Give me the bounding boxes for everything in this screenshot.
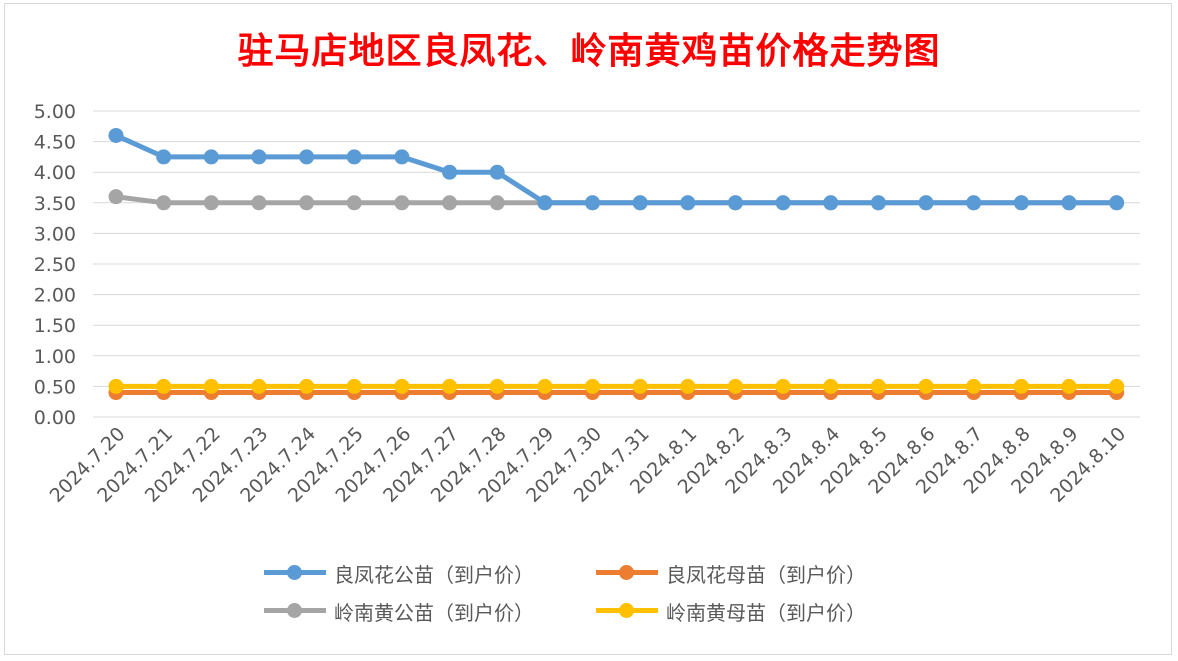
y-tick-label: 5.00 bbox=[34, 101, 76, 123]
data-point bbox=[870, 195, 886, 211]
data-point bbox=[489, 195, 505, 211]
y-tick-label: 1.50 bbox=[34, 315, 76, 337]
y-axis-tick-labels: 0.00 0.50 1.00 1.50 2.00 2.50 3.00 3.50 4.00 4.50… bbox=[34, 101, 76, 429]
data-point bbox=[394, 378, 410, 394]
legend: 良凤花公苗（到户价） 良凤花母苗（到户价） 岭南黄公苗（到户价） 岭南黄母苗（到户价） bbox=[262, 558, 934, 626]
data-point bbox=[1109, 195, 1125, 211]
data-point bbox=[775, 195, 791, 211]
data-point bbox=[537, 195, 553, 211]
data-point bbox=[156, 195, 172, 211]
legend-label: 良凤花母苗（到户价） bbox=[666, 562, 866, 587]
data-point bbox=[1061, 195, 1077, 211]
legend-swatch bbox=[262, 596, 328, 626]
legend-item: 岭南黄母苗（到户价） bbox=[594, 596, 934, 626]
y-tick-label: 4.00 bbox=[34, 162, 76, 184]
data-point bbox=[299, 378, 315, 394]
data-point bbox=[346, 378, 362, 394]
y-tick-label: 4.50 bbox=[34, 132, 76, 154]
data-point bbox=[680, 378, 696, 394]
x-axis-tick-labels: 2024.7.202024.7.212024.7.222024.7.232024… bbox=[46, 423, 1131, 507]
y-tick-label: 2.00 bbox=[34, 285, 76, 307]
data-point bbox=[251, 378, 267, 394]
series-line bbox=[113, 132, 1120, 206]
data-point bbox=[156, 378, 172, 394]
data-point bbox=[203, 378, 219, 394]
data-point bbox=[1109, 378, 1125, 394]
data-point bbox=[108, 378, 124, 394]
y-tick-label: 0.00 bbox=[34, 407, 76, 429]
data-point bbox=[727, 195, 743, 211]
y-tick-label: 3.50 bbox=[34, 193, 76, 215]
data-point bbox=[537, 378, 553, 394]
data-point bbox=[1013, 195, 1029, 211]
data-point bbox=[775, 378, 791, 394]
data-point bbox=[918, 378, 934, 394]
data-point bbox=[870, 378, 886, 394]
data-point bbox=[108, 189, 124, 205]
series-lines bbox=[108, 127, 1125, 401]
legend-item: 良凤花公苗（到户价） bbox=[262, 558, 594, 588]
legend-swatch bbox=[262, 558, 328, 588]
data-point bbox=[823, 378, 839, 394]
data-point bbox=[346, 149, 362, 165]
legend-item: 良凤花母苗（到户价） bbox=[594, 558, 934, 588]
y-tick-label: 0.50 bbox=[34, 376, 76, 398]
data-point bbox=[966, 378, 982, 394]
legend-swatch bbox=[594, 558, 660, 588]
data-point bbox=[442, 378, 458, 394]
data-point bbox=[442, 195, 458, 211]
data-point bbox=[394, 195, 410, 211]
data-point bbox=[966, 195, 982, 211]
data-point bbox=[203, 195, 219, 211]
y-tick-label: 3.00 bbox=[34, 223, 76, 245]
data-point bbox=[585, 378, 600, 394]
legend-label: 岭南黄母苗（到户价） bbox=[666, 600, 866, 625]
data-point bbox=[680, 195, 696, 211]
data-point bbox=[585, 195, 600, 211]
legend-label: 岭南黄公苗（到户价） bbox=[334, 600, 534, 625]
legend-item: 岭南黄公苗（到户价） bbox=[262, 596, 594, 626]
data-point bbox=[1013, 378, 1029, 394]
data-point bbox=[727, 378, 743, 394]
data-point bbox=[489, 378, 505, 394]
data-point bbox=[1061, 378, 1077, 394]
y-tick-label: 1.00 bbox=[34, 346, 76, 368]
legend-label: 良凤花公苗（到户价） bbox=[334, 562, 534, 587]
data-point bbox=[346, 195, 362, 211]
legend-swatch bbox=[594, 596, 660, 626]
data-point bbox=[632, 378, 648, 394]
data-point bbox=[918, 195, 934, 211]
chart-border bbox=[4, 3, 1172, 655]
data-point bbox=[203, 149, 219, 165]
data-point bbox=[489, 164, 505, 180]
data-point bbox=[251, 149, 267, 165]
chart-title: 驻马店地区良凤花、岭南黄鸡苗价格走势图 bbox=[237, 30, 941, 72]
y-tick-label: 2.50 bbox=[34, 254, 76, 276]
data-point bbox=[156, 149, 172, 165]
data-point bbox=[299, 195, 315, 211]
data-point bbox=[823, 195, 839, 211]
data-point bbox=[299, 149, 315, 165]
series-0 bbox=[108, 127, 1125, 211]
data-point bbox=[632, 195, 648, 211]
data-point bbox=[394, 149, 410, 165]
data-point bbox=[442, 164, 458, 180]
series-3 bbox=[108, 378, 1125, 394]
data-point bbox=[251, 195, 267, 211]
data-point bbox=[108, 127, 124, 143]
